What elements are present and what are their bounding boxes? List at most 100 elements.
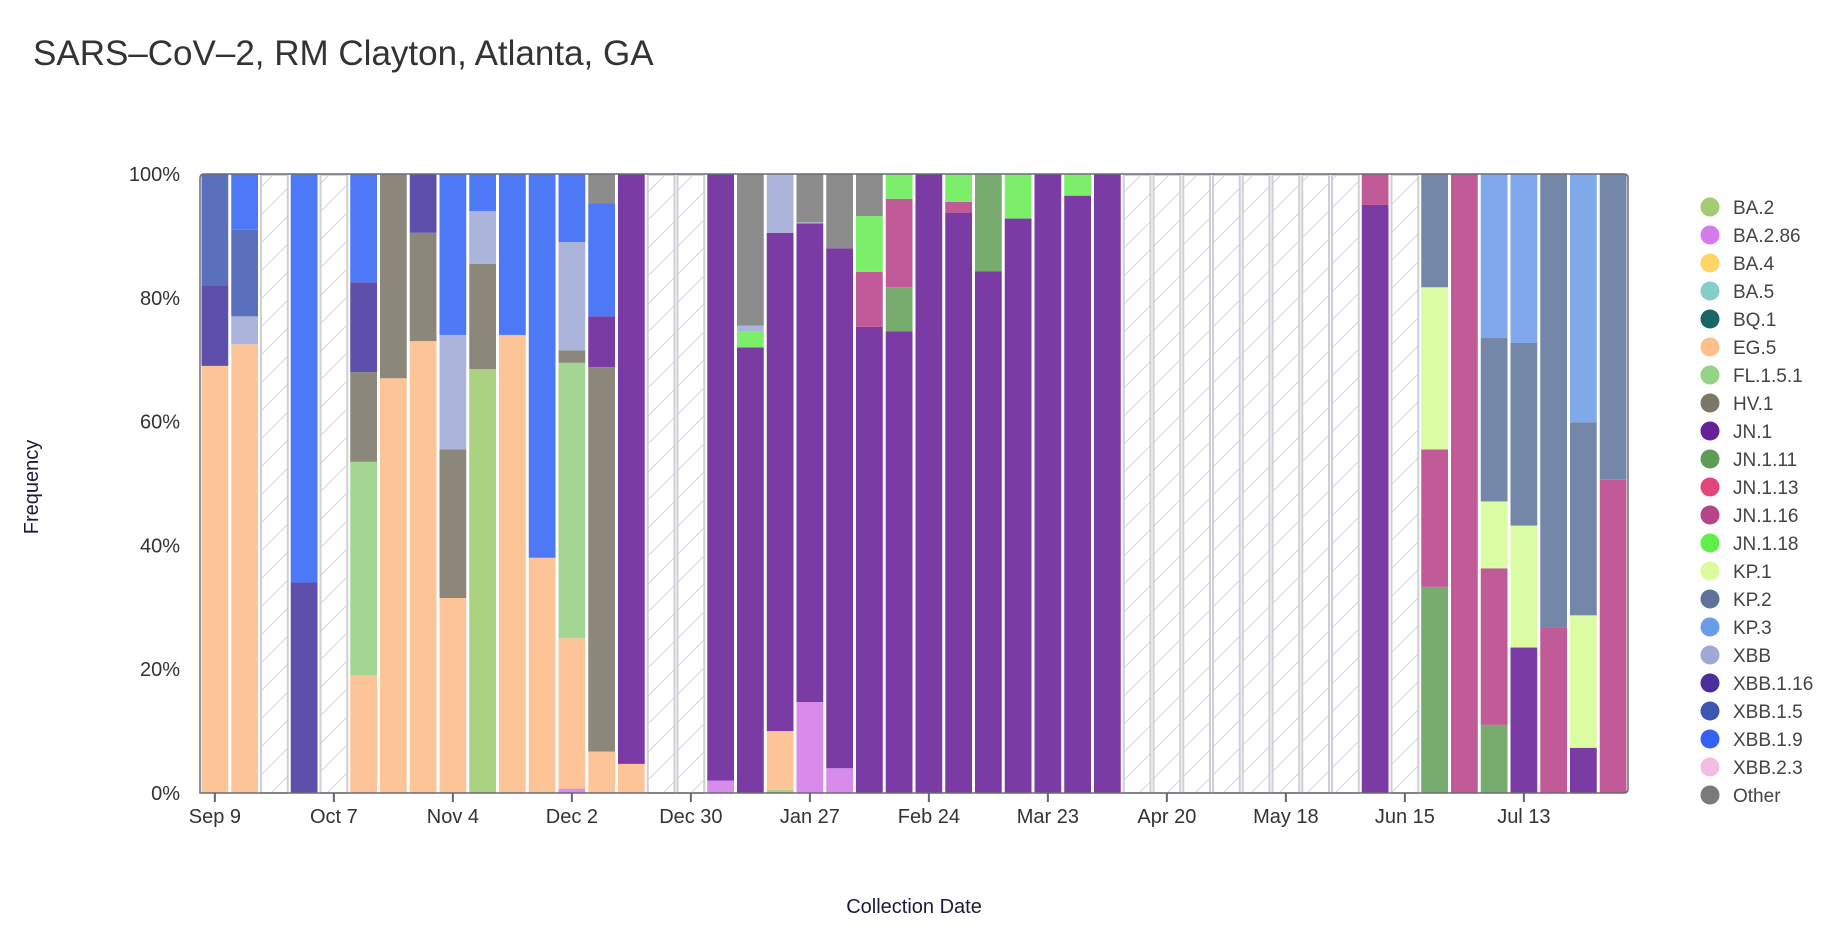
legend-item[interactable]: BA.2 <box>1700 197 1775 220</box>
week-bar <box>1064 174 1091 794</box>
bar-segment <box>737 347 764 793</box>
week-bar <box>646 174 676 794</box>
legend-swatch-icon <box>1700 477 1720 497</box>
bar-segment <box>469 263 496 369</box>
bar-segment <box>826 768 853 793</box>
legend-item[interactable]: JN.1.16 <box>1700 505 1799 528</box>
x-tick-label: Dec 30 <box>659 806 722 828</box>
legend-label: BA.2 <box>1733 198 1774 219</box>
week-bar <box>975 174 1002 794</box>
week-bar <box>439 174 467 793</box>
bar-segment <box>796 223 824 703</box>
bar-segment <box>588 367 615 752</box>
bar-segment <box>1094 174 1121 793</box>
week-bar <box>737 174 764 793</box>
bar-segment <box>588 174 615 204</box>
bar-segment <box>290 174 318 583</box>
bar-segment <box>1361 174 1389 205</box>
bar-segment <box>826 174 853 249</box>
week-bar <box>290 174 318 793</box>
legend-swatch-icon <box>1700 589 1720 609</box>
bar-segment <box>856 174 883 217</box>
week-bar <box>1182 174 1211 794</box>
legend-swatch-icon <box>1700 505 1720 525</box>
legend-label: JN.1.11 <box>1733 450 1797 471</box>
legend-item[interactable]: XBB <box>1700 645 1772 668</box>
no-data-bar <box>1390 174 1420 794</box>
legend-item[interactable]: BA.4 <box>1700 253 1775 276</box>
legend-swatch-icon <box>1700 533 1720 553</box>
legend-label: KP.2 <box>1733 590 1772 611</box>
legend-item[interactable]: BQ.1 <box>1700 309 1777 332</box>
week-bar <box>618 174 645 793</box>
bar-segment <box>439 449 467 599</box>
week-bar <box>915 174 943 793</box>
bar-segment <box>945 212 972 793</box>
week-bar <box>1451 174 1478 793</box>
legend-item[interactable]: KP.2 <box>1700 589 1772 612</box>
legend-item[interactable]: XBB.1.5 <box>1700 701 1803 724</box>
no-data-bar <box>1182 174 1211 794</box>
legend-item[interactable]: KP.1 <box>1700 561 1772 584</box>
bar-segment <box>1599 174 1627 480</box>
bar-segment <box>1361 204 1389 793</box>
bar-segment <box>796 702 824 793</box>
legend-swatch-icon <box>1700 701 1720 721</box>
legend-item[interactable]: BA.2.86 <box>1700 225 1801 248</box>
week-bar <box>528 174 556 793</box>
legend-label: HV.1 <box>1733 394 1774 415</box>
x-tick-label: Jan 27 <box>780 806 840 828</box>
legend-item[interactable]: BA.5 <box>1700 281 1775 304</box>
bar-segment <box>469 368 496 793</box>
legend-item[interactable]: KP.3 <box>1700 617 1772 640</box>
legend-swatch-icon <box>1700 449 1720 469</box>
legend-item[interactable]: HV.1 <box>1700 393 1774 416</box>
bar-segment <box>885 198 913 288</box>
week-bar <box>1599 174 1627 793</box>
legend-swatch-icon <box>1700 645 1720 665</box>
legend-item[interactable]: JN.1.18 <box>1700 533 1799 556</box>
legend-label: JN.1.16 <box>1733 506 1798 527</box>
bar-segment <box>766 174 794 233</box>
no-data-bar <box>319 174 349 794</box>
legend-swatch-icon <box>1700 393 1720 413</box>
x-tick-label: Dec 2 <box>546 806 598 828</box>
bar-segment <box>528 557 556 793</box>
legend-item[interactable]: Other <box>1700 785 1782 808</box>
y-tick-label: 60% <box>140 412 180 434</box>
bar-segment <box>231 316 258 345</box>
x-tick-label: Mar 23 <box>1017 806 1079 828</box>
legend-item[interactable]: EG.5 <box>1700 337 1777 360</box>
legend-label: XBB.1.5 <box>1733 702 1803 723</box>
legend-item[interactable]: FL.1.5.1 <box>1700 365 1803 388</box>
week-bar <box>558 174 586 793</box>
legend-swatch-icon <box>1700 757 1720 777</box>
legend-item[interactable]: XBB.1.16 <box>1700 673 1814 696</box>
x-tick-label: Jul 13 <box>1497 806 1550 828</box>
legend-item[interactable]: JN.1.13 <box>1700 477 1799 500</box>
bar-segment <box>350 282 377 373</box>
bar-segment <box>796 222 824 224</box>
bar-segment <box>826 248 853 769</box>
x-tick-label: Jun 15 <box>1375 806 1435 828</box>
week-bar <box>1421 174 1448 793</box>
bar-segment <box>856 216 883 272</box>
bar-segment <box>1034 174 1062 793</box>
bar-segment <box>737 174 764 326</box>
legend-item[interactable]: XBB.2.3 <box>1700 757 1803 780</box>
legend-item[interactable]: XBB.1.9 <box>1700 729 1803 752</box>
week-bar <box>350 174 377 793</box>
bar-segment <box>588 751 615 793</box>
week-bar <box>409 174 437 793</box>
bar-segment <box>528 174 556 558</box>
week-bar <box>319 174 349 794</box>
x-tick-label: Apr 20 <box>1137 806 1196 828</box>
legend-label: KP.3 <box>1733 618 1772 639</box>
legend-item[interactable]: JN.1.11 <box>1700 449 1798 472</box>
bar-segment <box>737 331 764 348</box>
bar-segment <box>1570 615 1597 748</box>
legend-item[interactable]: JN.1 <box>1700 421 1773 444</box>
week-bar <box>1241 174 1271 794</box>
bar-segment <box>290 582 318 793</box>
